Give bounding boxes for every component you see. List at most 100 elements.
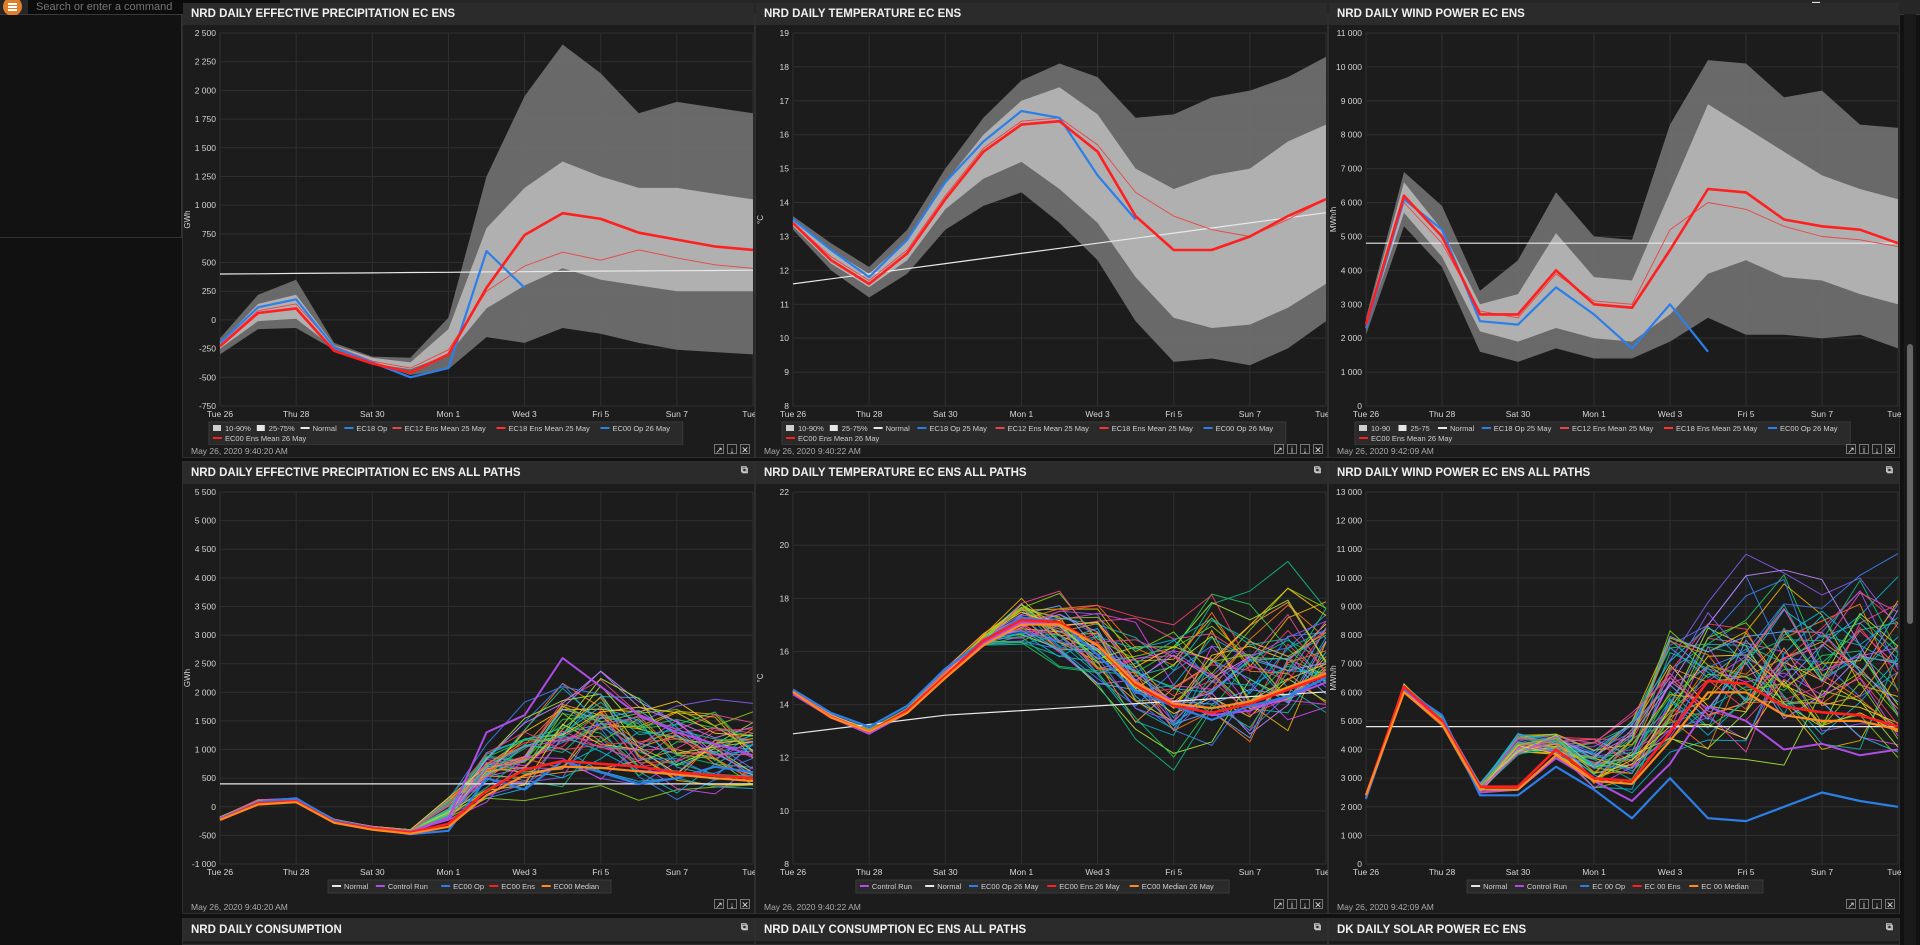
y-tick-label: 15 — [780, 164, 790, 174]
y-tick-label: 500 — [202, 773, 216, 783]
close-icon[interactable]: ✕ — [1885, 444, 1895, 455]
panel-title: NRD DAILY WIND POWER EC ENS — [1329, 3, 1899, 25]
legend-label: EC00 Ens Mean 26 May — [225, 434, 307, 443]
maximize-icon[interactable]: ⧉ — [1313, 465, 1321, 476]
legend-label: Control Run — [872, 882, 912, 891]
close-icon[interactable]: ✕ — [740, 899, 750, 910]
y-tick-label: -500 — [199, 830, 216, 840]
panel-title-text: NRD DAILY EFFECTIVE PRECIPITATION EC ENS… — [191, 467, 521, 479]
y-tick-label: 18 — [780, 62, 790, 72]
y-tick-label: 5 000 — [195, 516, 217, 526]
panel-title: NRD DAILY CONSUMPTION ⧉ — [183, 919, 754, 941]
x-tick-label: Tue 26 — [780, 867, 806, 877]
x-tick-label: Thu 28 — [1429, 867, 1456, 877]
y-tick-label: 12 000 — [1336, 516, 1362, 526]
x-tick-label: Mon 1 — [1582, 409, 1606, 419]
x-tick-label: Thu 28 — [283, 409, 310, 419]
x-tick-label: Tue 9 — [1315, 867, 1329, 877]
download-icon[interactable]: ↓ — [727, 899, 737, 910]
y-tick-label: 9 000 — [1341, 96, 1363, 106]
maximize-icon[interactable]: ⧉ — [740, 922, 748, 933]
y-tick-label: 20 — [780, 540, 790, 550]
export-icon[interactable]: ↗ — [1846, 444, 1856, 455]
x-tick-label: Sat 30 — [933, 867, 958, 877]
download-icon[interactable]: ↓ — [1872, 444, 1882, 455]
export-icon[interactable]: ↗ — [714, 899, 724, 910]
y-tick-label: 2 000 — [195, 687, 217, 697]
export-icon[interactable]: ↗ — [1274, 899, 1284, 910]
band-10-90 — [220, 44, 753, 375]
download-icon[interactable]: ↓ — [1300, 899, 1310, 910]
x-tick-label: Wed 3 — [1085, 409, 1110, 419]
panel-temperature-all-paths: NRD DAILY TEMPERATURE EC ENS ALL PATHS ⧉ … — [755, 461, 1329, 914]
export-icon[interactable]: ↗ — [1274, 444, 1284, 455]
legend-label: EC12 Ens Mean 25 May — [1572, 424, 1654, 433]
export-icon[interactable]: ↗ — [1846, 899, 1856, 910]
x-tick-label: Thu 28 — [1429, 409, 1456, 419]
maximize-icon[interactable]: ⧉ — [740, 465, 748, 476]
maximize-icon[interactable]: ⧉ — [1313, 922, 1321, 933]
series-line — [219, 765, 754, 835]
y-tick-label: 14 — [780, 198, 790, 208]
grid — [792, 491, 1327, 865]
y-tick-label: -500 — [199, 372, 216, 382]
y-tick-label: 3 000 — [195, 630, 217, 640]
y-tick-label: 3 000 — [1341, 773, 1363, 783]
legend-box — [1354, 421, 1851, 445]
legend-label: 10-90 — [1371, 424, 1390, 433]
download-icon[interactable]: ↓ — [1872, 899, 1882, 910]
close-icon[interactable]: ✕ — [740, 444, 750, 455]
y-tick-label: 6 000 — [1341, 198, 1363, 208]
timestamp: May 26, 2020 9:42:09 AM — [1337, 446, 1434, 456]
panel-title-text: DK DAILY SOLAR POWER EC ENS — [1337, 924, 1527, 936]
y-tick-label: 1 500 — [195, 143, 217, 153]
legend-label: 25-75 — [1411, 424, 1430, 433]
y-tick-label: 12 — [780, 753, 790, 763]
download-icon[interactable]: ↓ — [727, 444, 737, 455]
legend: Control Run Normal EC00 Op 26 May EC00 Ens … — [855, 879, 1230, 894]
legend-label: EC18 Ens Mean 25 May — [1676, 424, 1758, 433]
x-tick-label: Tue 9 — [742, 867, 756, 877]
close-icon[interactable]: ✕ — [1313, 444, 1323, 455]
info-icon[interactable]: i — [1859, 444, 1869, 455]
y-tick-label: 2 000 — [1341, 802, 1363, 812]
y-tick-label: 2 250 — [195, 57, 217, 67]
legend-label: EC00 Median 26 May — [1142, 882, 1214, 891]
y-tick-label: 0 — [1357, 859, 1362, 869]
y-axis-label: MWh/h — [1329, 207, 1338, 232]
maximize-icon[interactable]: ⧉ — [1885, 465, 1893, 476]
download-icon[interactable]: ↓ — [1300, 444, 1310, 455]
legend-label: Normal — [1483, 882, 1508, 891]
y-tick-label: 5 000 — [1341, 716, 1363, 726]
y-tick-label: 19 — [780, 28, 790, 38]
close-icon[interactable]: ✕ — [1885, 899, 1895, 910]
legend-swatch — [1359, 425, 1367, 431]
scrollbar-thumb[interactable] — [1907, 344, 1913, 624]
legend-label: EC00 Median — [554, 882, 599, 891]
legend-label: EC00 Ens 26 May — [1059, 882, 1120, 891]
panel-solar-power: DK DAILY SOLAR POWER EC ENS ⧉ — [1328, 918, 1900, 945]
y-axis-label: GWh — [183, 210, 192, 228]
x-tick-label: Thu 28 — [856, 409, 883, 419]
y-tick-label: 11 000 — [1337, 28, 1363, 38]
export-icon[interactable]: ↗ — [714, 444, 724, 455]
y-axis-label: MWh/h — [1329, 665, 1338, 690]
app-menu-button[interactable] — [3, 0, 22, 16]
panel-title: DK DAILY SOLAR POWER EC ENS ⧉ — [1329, 919, 1899, 941]
info-icon[interactable]: i — [1287, 899, 1297, 910]
scrollbar[interactable] — [1904, 14, 1916, 945]
legend-label: EC12 Ens Mean 25 May — [1008, 424, 1090, 433]
series-line — [1365, 202, 1899, 325]
x-tick-label: Sat 30 — [1506, 409, 1531, 419]
y-tick-label: 0 — [211, 315, 216, 325]
x-tick-label: Sun 7 — [666, 409, 688, 419]
x-tick-label: Fri 5 — [1738, 867, 1755, 877]
close-icon[interactable]: ✕ — [1313, 899, 1323, 910]
x-tick-label: Fri 5 — [1165, 409, 1182, 419]
maximize-icon[interactable]: ⧉ — [1885, 922, 1893, 933]
chart: 13 000 12 000 11 000 10 000 9 000 8 000 7 000 6… — [1329, 487, 1901, 894]
info-icon[interactable]: i — [1859, 899, 1869, 910]
y-tick-label: -250 — [199, 344, 216, 354]
info-icon[interactable]: i — [1287, 444, 1297, 455]
